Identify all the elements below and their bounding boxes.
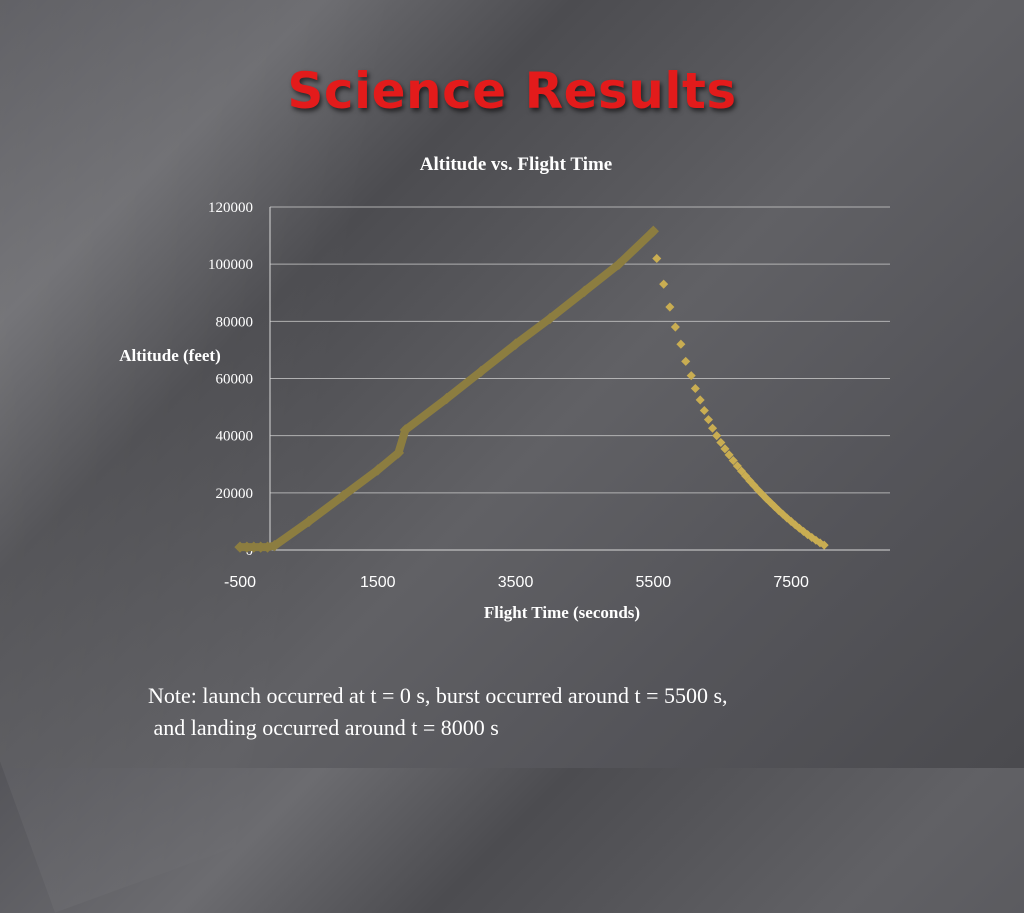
chart-title: Altitude vs. Flight Time xyxy=(420,154,612,175)
ascent-line xyxy=(236,227,658,552)
y-tick-label: 100000 xyxy=(208,257,253,273)
data-point xyxy=(613,258,625,270)
data-point xyxy=(255,541,267,553)
y-tick-label: 60000 xyxy=(216,372,254,388)
x-tick-label: 3500 xyxy=(498,574,534,591)
data-point xyxy=(732,461,742,471)
data-point xyxy=(681,356,691,366)
y-tick-label: 20000 xyxy=(216,486,254,502)
y-tick-label: 120000 xyxy=(208,200,253,216)
x-tick-label: 7500 xyxy=(773,574,809,591)
slide-title: Science Results xyxy=(287,62,737,120)
data-point xyxy=(268,540,281,552)
data-point xyxy=(509,338,522,350)
data-point xyxy=(248,541,260,553)
data-point xyxy=(544,312,556,325)
data-point xyxy=(241,541,253,553)
data-point xyxy=(695,395,705,405)
y-tick-label: 80000 xyxy=(216,314,254,330)
data-point xyxy=(690,383,700,394)
data-point xyxy=(372,464,384,476)
data-point xyxy=(652,253,662,263)
data-point xyxy=(724,450,734,460)
x-axis-label: Flight Time (seconds) xyxy=(484,603,640,622)
data-point xyxy=(475,365,487,378)
altitude-chart: Altitude vs. Flight Time 020000400006000… xyxy=(119,154,890,622)
data-point xyxy=(399,424,411,436)
data-point xyxy=(712,431,722,441)
data-point xyxy=(703,415,713,425)
data-point xyxy=(716,438,726,448)
y-axis-label: Altitude (feet) xyxy=(119,346,221,365)
data-point xyxy=(659,279,669,289)
data-point xyxy=(665,302,675,312)
data-point xyxy=(819,540,829,550)
note-line-2: and landing occurred around t = 8000 s xyxy=(148,715,499,740)
data-point xyxy=(337,490,349,502)
x-tick-label: 1500 xyxy=(360,574,396,591)
data-point xyxy=(578,285,591,297)
data-point xyxy=(708,423,718,433)
data-point xyxy=(303,515,315,528)
ascent-series xyxy=(234,225,659,553)
grid-lines xyxy=(270,206,890,494)
data-point xyxy=(686,371,696,381)
data-point xyxy=(234,541,246,553)
x-axis-ticks: -500 1500 3500 5500 7500 xyxy=(224,574,809,591)
note-line-1: Note: launch occurred at t = 0 s, burst … xyxy=(148,683,728,708)
data-point xyxy=(441,392,453,405)
y-tick-label: 40000 xyxy=(216,429,254,445)
x-tick-label: -500 xyxy=(224,574,256,591)
data-point xyxy=(670,322,680,332)
note-text: Note: launch occurred at t = 0 s, burst … xyxy=(148,680,948,744)
data-point xyxy=(676,339,686,349)
descent-series xyxy=(652,253,829,550)
data-point xyxy=(699,405,709,416)
data-point xyxy=(392,447,405,459)
x-tick-label: 5500 xyxy=(636,574,672,591)
data-point xyxy=(647,225,659,237)
